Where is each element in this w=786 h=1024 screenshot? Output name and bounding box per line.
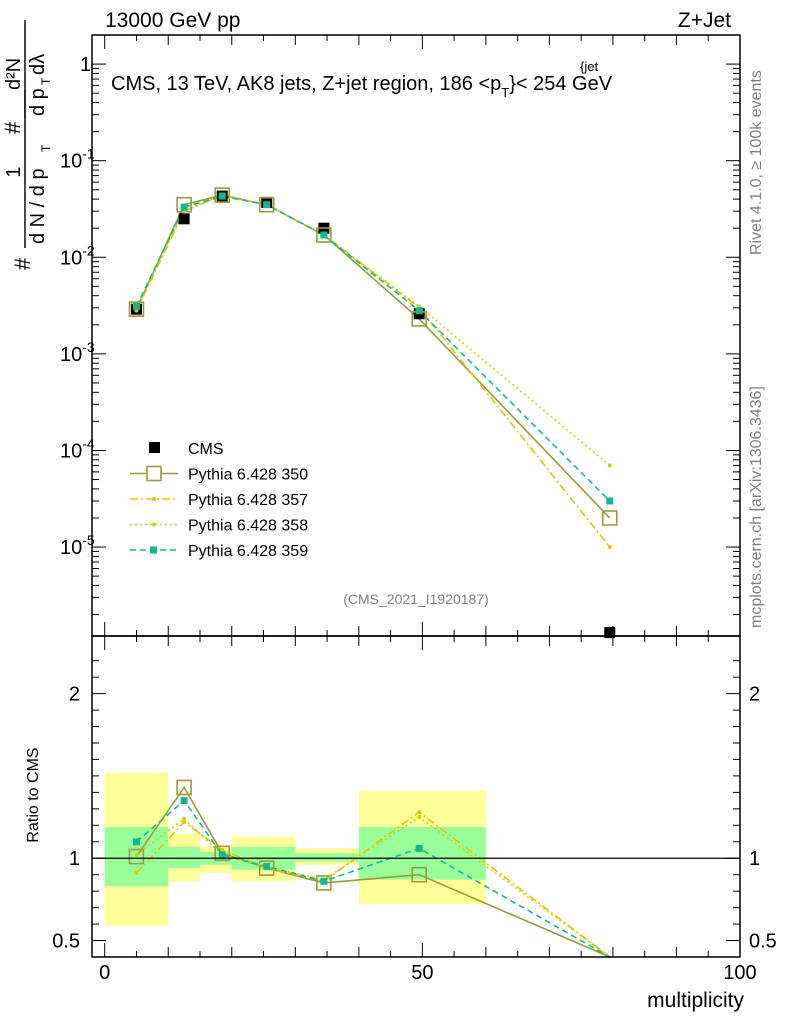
y-axis-label-top: # 1 d N / d p T # d²N d p T dλ xyxy=(0,20,53,270)
legend-marker-2 xyxy=(152,497,156,501)
title-sup: {jet xyxy=(580,59,598,74)
ratio-uncertainty-bands xyxy=(104,772,486,926)
ratio-y-tick-label-right-2: 2 xyxy=(749,684,760,706)
x-tick-label-2: 100 xyxy=(723,962,756,984)
legend: CMS Pythia 6.428 350 Pythia 6.428 357 Pythi… xyxy=(130,441,308,560)
pythia350-point xyxy=(601,510,618,526)
title-tail: < 254 GeV xyxy=(516,73,613,95)
ratio-pythia-point xyxy=(182,820,187,825)
legend-marker-350 xyxy=(146,465,162,482)
x-axis-label: multiplicity xyxy=(647,989,744,1012)
pythia359-point xyxy=(132,302,140,310)
y-axis-label-ratio: Ratio to CMS xyxy=(25,747,42,842)
ratio-y-tick-label-right-1: 1 xyxy=(749,848,760,870)
pythia359-point xyxy=(606,497,614,505)
rivet-version-label: Rivet 4.1.0, ≥ 100k events xyxy=(748,70,765,255)
pythia359-point xyxy=(415,307,423,315)
ylabel-den2-sub: T xyxy=(39,77,53,85)
legend-label-4: Pythia 6.428 359 xyxy=(188,543,308,560)
pythia-point-3 xyxy=(607,463,612,468)
ratio-pythia-point xyxy=(182,816,187,821)
header-left: 13000 GeV pp xyxy=(105,9,240,32)
band-green-1 xyxy=(168,846,200,869)
ratio-pythia-point xyxy=(417,815,422,820)
band-green-4 xyxy=(295,853,359,862)
ratio-pythia359-point xyxy=(180,797,188,805)
legend-label-3: Pythia 6.428 358 xyxy=(188,518,308,535)
legend-label-1: Pythia 6.428 350 xyxy=(188,467,308,484)
ratio-series-layer xyxy=(128,779,611,958)
ylabel-den1: d N / d p xyxy=(27,168,49,244)
ratio-pythia350-point xyxy=(411,866,427,883)
ylabel-den2-tail: dλ xyxy=(27,54,49,75)
x-tick-label-1: 50 xyxy=(411,962,433,984)
legend-marker-3 xyxy=(152,522,156,527)
ratio-y-tick-label-left-0: 0.5 xyxy=(52,931,80,953)
ratio-pythia350-point xyxy=(316,875,332,891)
y-tick-label-4: 10-1 xyxy=(60,146,95,173)
legend-label-0: CMS xyxy=(188,441,224,458)
legend-label-2: Pythia 6.428 357 xyxy=(188,492,308,509)
title-sub: T xyxy=(501,85,509,100)
mcplots-label: mcplots.cern.ch [arXiv:1306.3436] xyxy=(748,386,765,628)
title-close: } xyxy=(509,73,516,95)
pythia-point-2 xyxy=(607,545,612,550)
pythia350-point xyxy=(214,187,231,203)
ratio-pythia350-point xyxy=(176,779,192,796)
ratio-pythia359-point xyxy=(132,838,140,846)
y-tick-label-3: 10-2 xyxy=(60,242,95,269)
header-right: Z+Jet xyxy=(678,9,731,32)
y-tick-label-5: 1 xyxy=(80,54,91,76)
pythia359-point xyxy=(218,192,226,200)
band-green-5 xyxy=(358,826,486,880)
analysis-id-watermark: (CMS_2021_I1920187) xyxy=(343,591,489,607)
axes-layer: 10-5 10-4 10-3 10-2 10-1 1 0.5 0.5 1 1 2 2 0 50 100 xyxy=(52,34,777,984)
ylabel-den2: d p xyxy=(27,88,49,116)
top-series-layer xyxy=(128,187,618,639)
ratio-pythia-point xyxy=(134,852,139,857)
legend-marker-cms xyxy=(149,442,160,453)
pythia350-point xyxy=(258,196,275,213)
ratio-pythia350-point xyxy=(128,848,145,865)
ratio-pythia359-point xyxy=(415,844,423,852)
ratio-pythia-point xyxy=(220,848,225,852)
pythia350-point xyxy=(128,301,145,317)
ratio-pythia-point xyxy=(134,871,139,876)
title-lead: CMS, 13 TeV, AK8 jets, Z+jet region, 186… xyxy=(111,73,501,95)
pythia350-point xyxy=(316,227,332,243)
y-tick-label-0: 10-5 xyxy=(60,532,95,559)
ratio-pythia359-point xyxy=(263,862,271,870)
ylabel-hash: # xyxy=(10,257,35,270)
pythia359-point xyxy=(263,201,271,209)
series-line-3 xyxy=(135,195,611,467)
ratio-pythia359-point xyxy=(218,851,226,859)
ylabel-num2: d²N xyxy=(3,58,25,90)
ratio-y-tick-label-right-0: 0.5 xyxy=(749,931,777,953)
ylabel-hash-2: # xyxy=(0,121,25,134)
ratio-pythia-point xyxy=(417,810,422,815)
y-tick-label-2: 10-3 xyxy=(60,339,95,366)
ylabel-num1: 1 xyxy=(3,166,25,177)
ratio-y-tick-label-left-1: 1 xyxy=(69,848,80,870)
ratio-panel-frame xyxy=(91,635,741,958)
ylabel-den1-sub: T xyxy=(39,144,53,152)
pythia359-point xyxy=(180,203,188,211)
ratio-pythia359-point xyxy=(320,877,328,885)
plot-title: CMS, 13 TeV, AK8 jets, Z+jet region, 186… xyxy=(111,59,613,100)
legend-marker-359 xyxy=(150,546,157,554)
pythia359-point xyxy=(320,231,328,239)
x-tick-label-0: 0 xyxy=(99,962,110,984)
cms-point xyxy=(604,627,616,639)
cms-point xyxy=(178,213,190,225)
svg-text:CMS, 13 TeV, AK8 jets, Z+jet r: CMS, 13 TeV, AK8 jets, Z+jet region, 186… xyxy=(111,73,613,100)
ratio-y-tick-label-left-2: 2 xyxy=(69,684,80,706)
y-tick-label-1: 10-4 xyxy=(60,435,95,462)
